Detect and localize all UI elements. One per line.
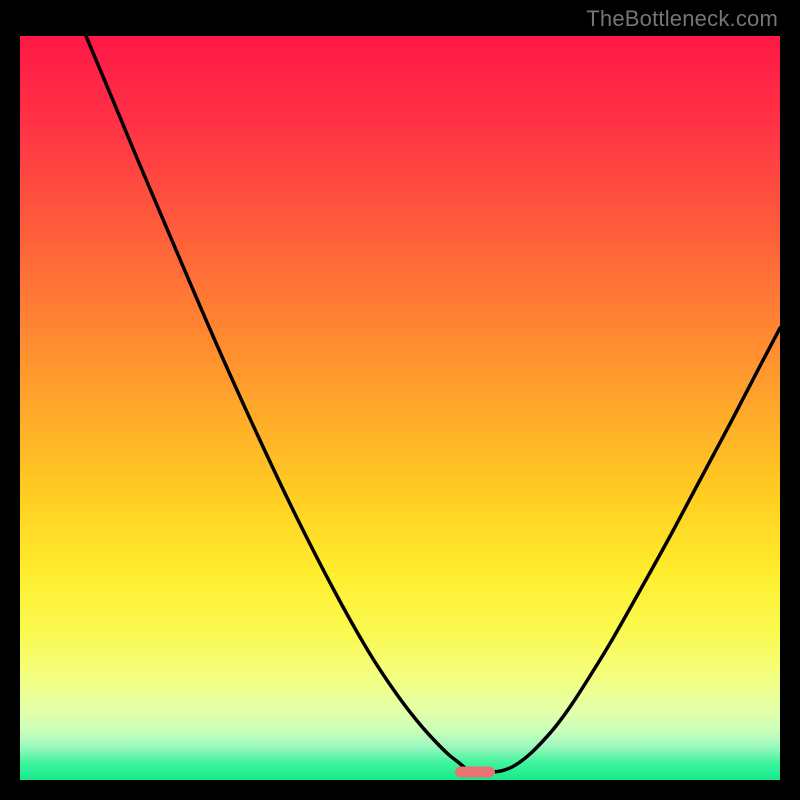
plot-area [20,36,780,780]
chart-frame: TheBottleneck.com [0,0,800,800]
minimum-marker [455,767,495,778]
attribution-text: TheBottleneck.com [586,6,778,32]
chart-svg [20,36,780,780]
